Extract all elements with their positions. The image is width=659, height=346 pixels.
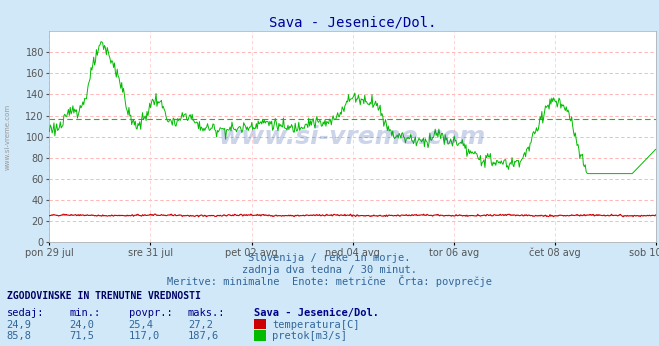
Text: povpr.:: povpr.: xyxy=(129,308,172,318)
Text: ZGODOVINSKE IN TRENUTNE VREDNOSTI: ZGODOVINSKE IN TRENUTNE VREDNOSTI xyxy=(7,291,200,301)
Text: min.:: min.: xyxy=(69,308,100,318)
Text: 71,5: 71,5 xyxy=(69,331,94,342)
Text: temperatura[C]: temperatura[C] xyxy=(272,320,360,330)
Text: 85,8: 85,8 xyxy=(7,331,32,342)
Text: Sava - Jesenice/Dol.: Sava - Jesenice/Dol. xyxy=(254,308,379,318)
Title: Sava - Jesenice/Dol.: Sava - Jesenice/Dol. xyxy=(269,16,436,30)
Text: 24,9: 24,9 xyxy=(7,320,32,330)
Text: 117,0: 117,0 xyxy=(129,331,159,342)
Text: 24,0: 24,0 xyxy=(69,320,94,330)
Text: 25,4: 25,4 xyxy=(129,320,154,330)
Text: www.si-vreme.com: www.si-vreme.com xyxy=(219,125,486,149)
Text: zadnja dva tedna / 30 minut.: zadnja dva tedna / 30 minut. xyxy=(242,265,417,275)
Text: Slovenija / reke in morje.: Slovenija / reke in morje. xyxy=(248,253,411,263)
Text: pretok[m3/s]: pretok[m3/s] xyxy=(272,331,347,342)
Text: sedaj:: sedaj: xyxy=(7,308,44,318)
Text: www.si-vreme.com: www.si-vreme.com xyxy=(5,103,11,170)
Text: 27,2: 27,2 xyxy=(188,320,213,330)
Text: 187,6: 187,6 xyxy=(188,331,219,342)
Text: maks.:: maks.: xyxy=(188,308,225,318)
Text: Meritve: minimalne  Enote: metrične  Črta: povprečje: Meritve: minimalne Enote: metrične Črta:… xyxy=(167,275,492,288)
